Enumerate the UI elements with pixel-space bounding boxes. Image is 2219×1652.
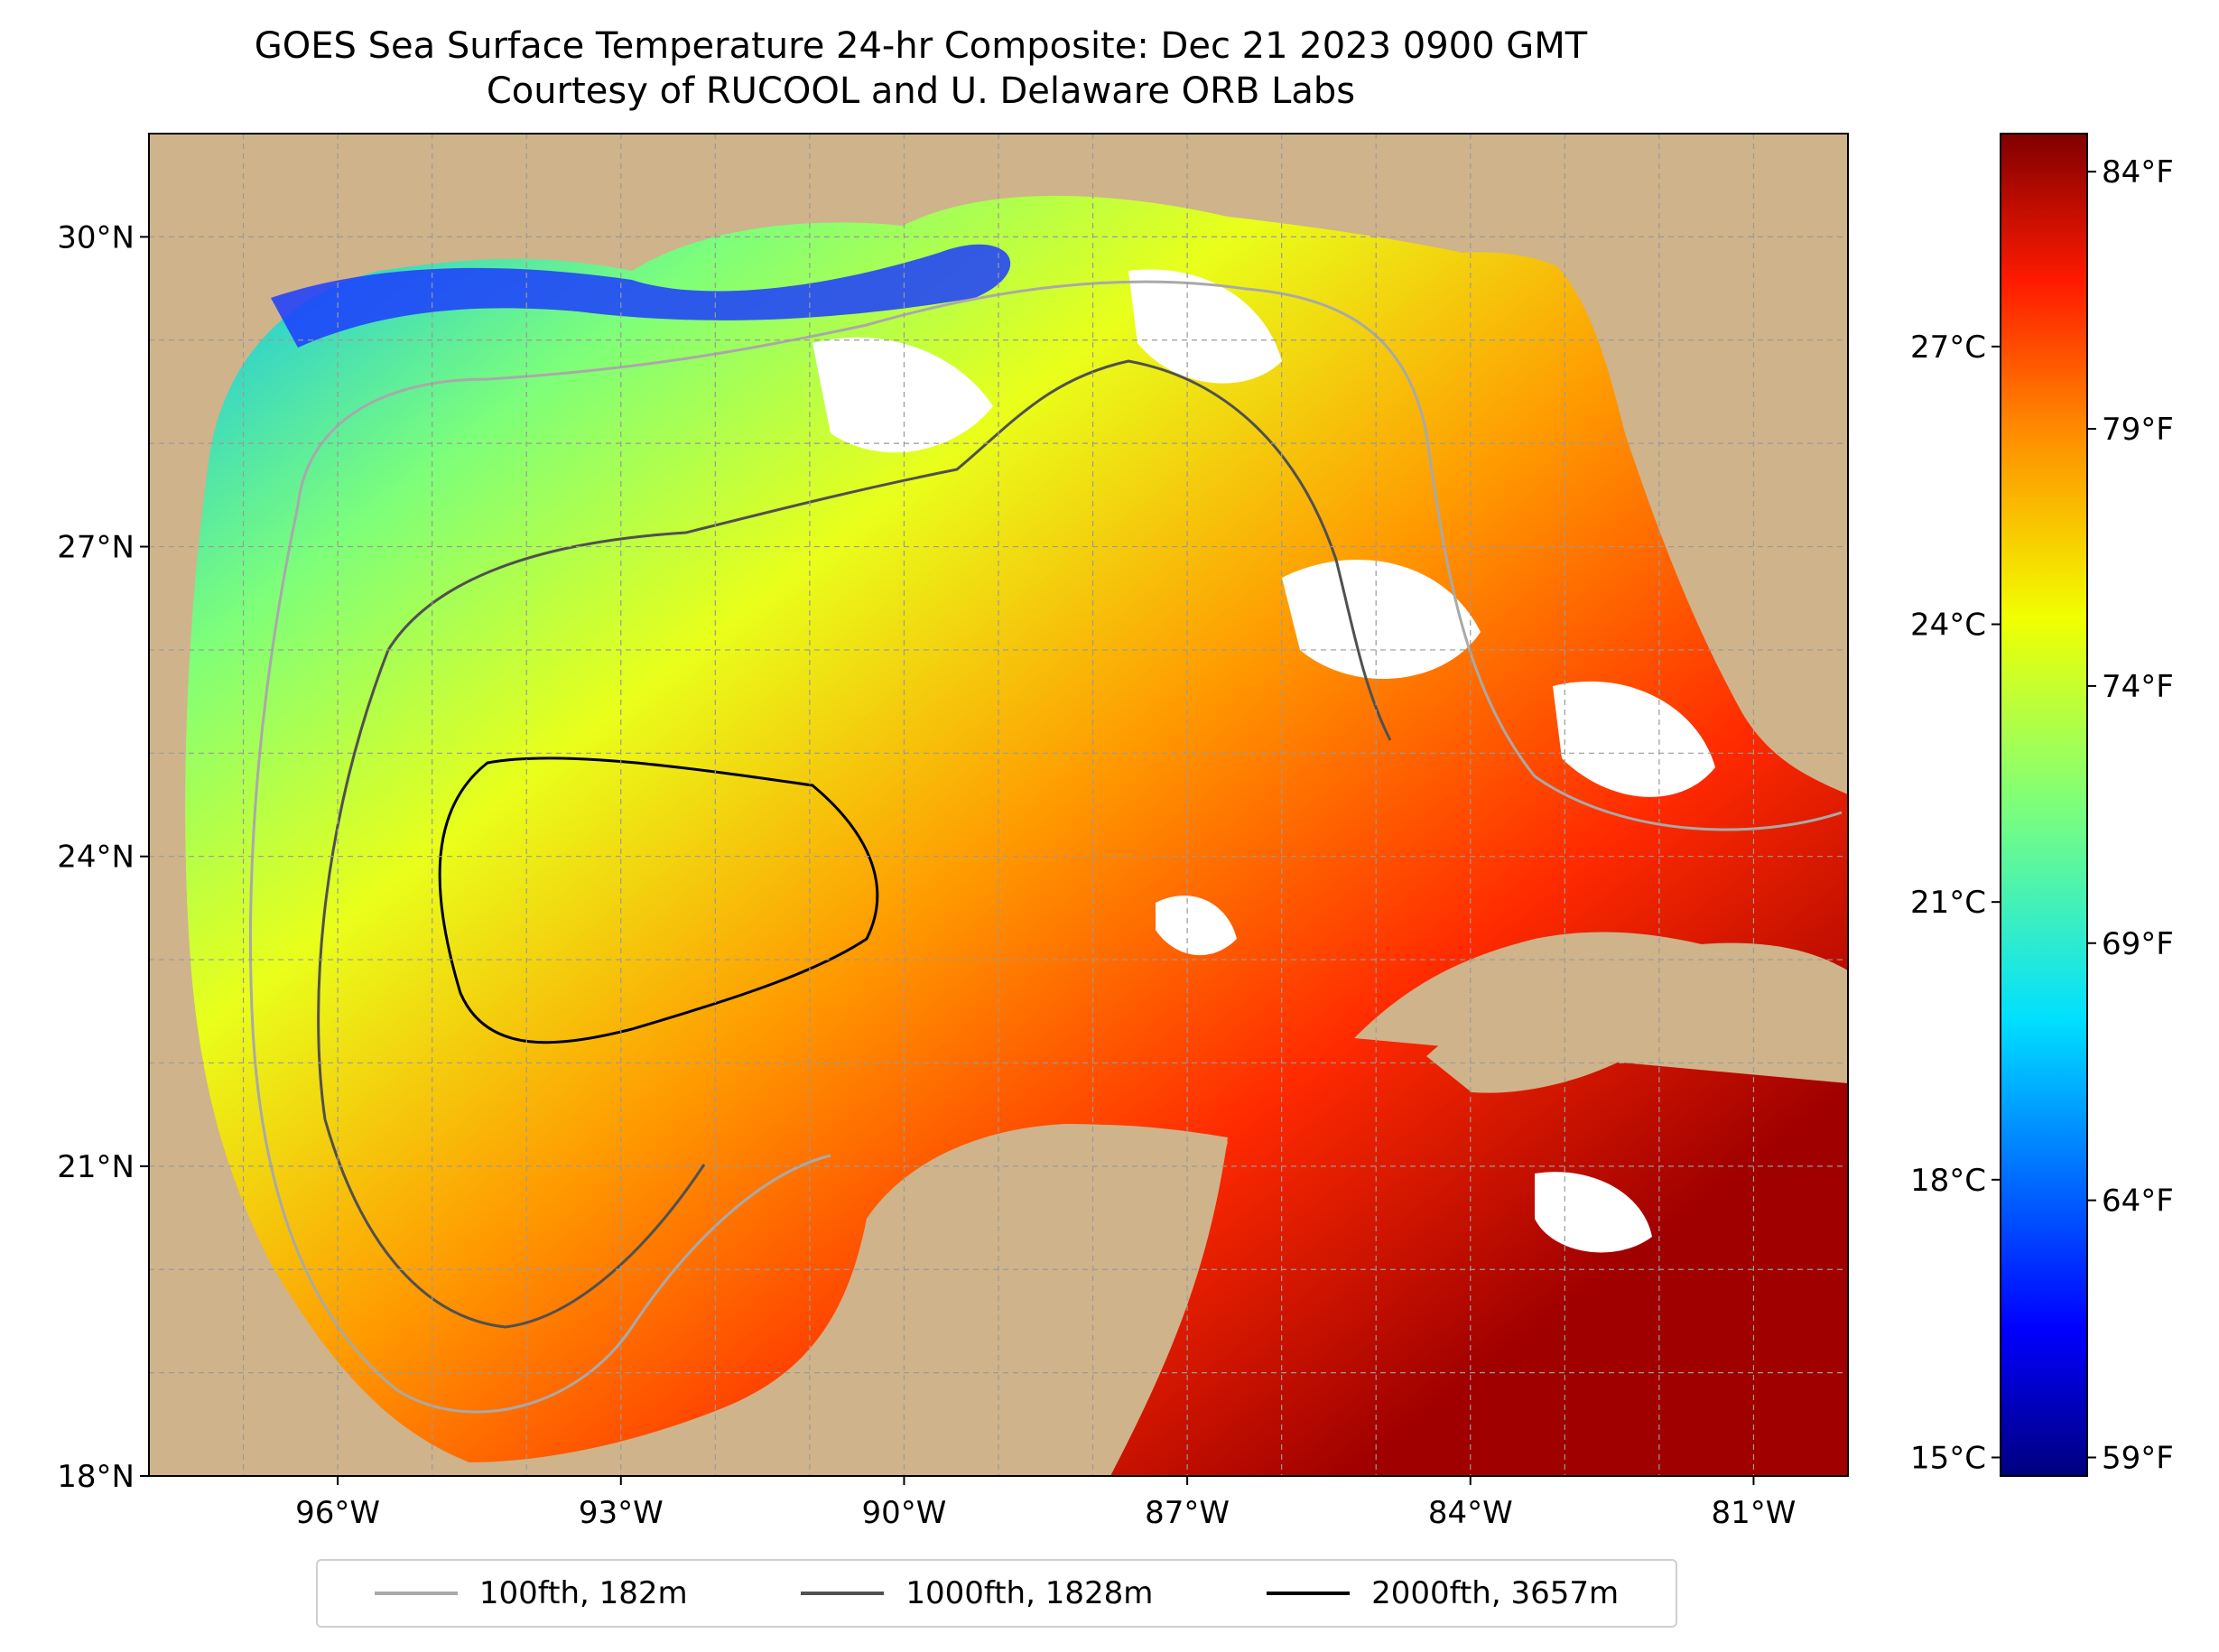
lon-tick-label: 90°W <box>861 1495 946 1531</box>
contour-100fth <box>248 280 1843 1414</box>
lat-tick-label: 27°N <box>57 530 135 566</box>
lon-tick-label: 96°W <box>295 1495 380 1531</box>
lat-tick-label: 21°N <box>57 1149 135 1185</box>
latitude-axis: 18°N 21°N 24°N 27°N 30°N <box>57 219 149 1495</box>
fahrenheit-tick-label: 84°F <box>2102 154 2174 190</box>
contour-1000fth <box>317 359 1392 1329</box>
map-title: GOES Sea Surface Temperature 24-hr Compo… <box>254 25 1588 67</box>
colorbar-celsius-axis: 15°C 18°C 21°C 24°C 27°C <box>1910 329 2001 1476</box>
legend-item-100fth: 100fth, 182m <box>374 1575 688 1611</box>
fahrenheit-tick-label: 64°F <box>2102 1183 2174 1220</box>
fahrenheit-tick-label: 59°F <box>2102 1440 2174 1476</box>
contour-2000fth <box>438 756 879 1044</box>
legend-label-100fth: 100fth, 182m <box>478 1575 688 1611</box>
fahrenheit-tick-label: 79°F <box>2102 412 2174 448</box>
cold-shelf <box>271 244 1011 348</box>
legend-swatch-2000fth <box>1267 1592 1351 1595</box>
yucatan-land <box>812 1124 1228 1476</box>
lon-tick-label: 93°W <box>579 1495 664 1531</box>
map-subtitle: Courtesy of RUCOOL and U. Delaware ORB L… <box>486 70 1356 112</box>
celsius-tick-label: 27°C <box>1910 329 1986 366</box>
colorbar-fahrenheit-axis: 59°F 64°F 69°F 74°F 79°F 84°F <box>2087 154 2174 1476</box>
fahrenheit-tick-label: 69°F <box>2102 926 2174 962</box>
gridlines <box>149 134 1848 1476</box>
legend-label-1000fth: 1000fth, 1828m <box>905 1575 1154 1611</box>
lat-tick-label: 30°N <box>57 219 135 255</box>
fahrenheit-tick-label: 74°F <box>2102 669 2174 705</box>
cloud-patches <box>812 269 1715 1253</box>
colorbar <box>2000 133 2088 1477</box>
celsius-tick-label: 18°C <box>1910 1163 1986 1199</box>
cuba-land <box>1426 942 1848 1093</box>
legend-label-2000fth: 2000fth, 3657m <box>1371 1575 1620 1611</box>
legend-item-2000fth: 2000fth, 3657m <box>1267 1575 1619 1611</box>
florida-land <box>1535 134 1848 794</box>
legend-swatch-100fth <box>374 1592 458 1595</box>
lon-tick-label: 84°W <box>1428 1495 1513 1531</box>
lat-tick-label: 18°N <box>57 1459 135 1495</box>
celsius-tick-label: 24°C <box>1910 608 1986 644</box>
lat-tick-label: 24°N <box>57 840 135 876</box>
longitude-axis: 96°W 93°W 90°W 87°W 84°W 81°W <box>295 1476 1796 1531</box>
celsius-tick-label: 21°C <box>1910 885 1986 921</box>
lon-tick-label: 81°W <box>1711 1495 1796 1531</box>
map-frame <box>148 133 1849 1477</box>
lon-tick-label: 87°W <box>1145 1495 1230 1531</box>
legend-swatch-1000fth <box>801 1592 885 1595</box>
legend-item-1000fth: 1000fth, 1828m <box>801 1575 1153 1611</box>
map-area <box>149 134 1848 1476</box>
legend: 100fth, 182m 1000fth, 1828m 2000fth, 365… <box>316 1559 1677 1628</box>
gulf-water <box>185 195 1848 1476</box>
celsius-tick-label: 15°C <box>1910 1440 1986 1476</box>
